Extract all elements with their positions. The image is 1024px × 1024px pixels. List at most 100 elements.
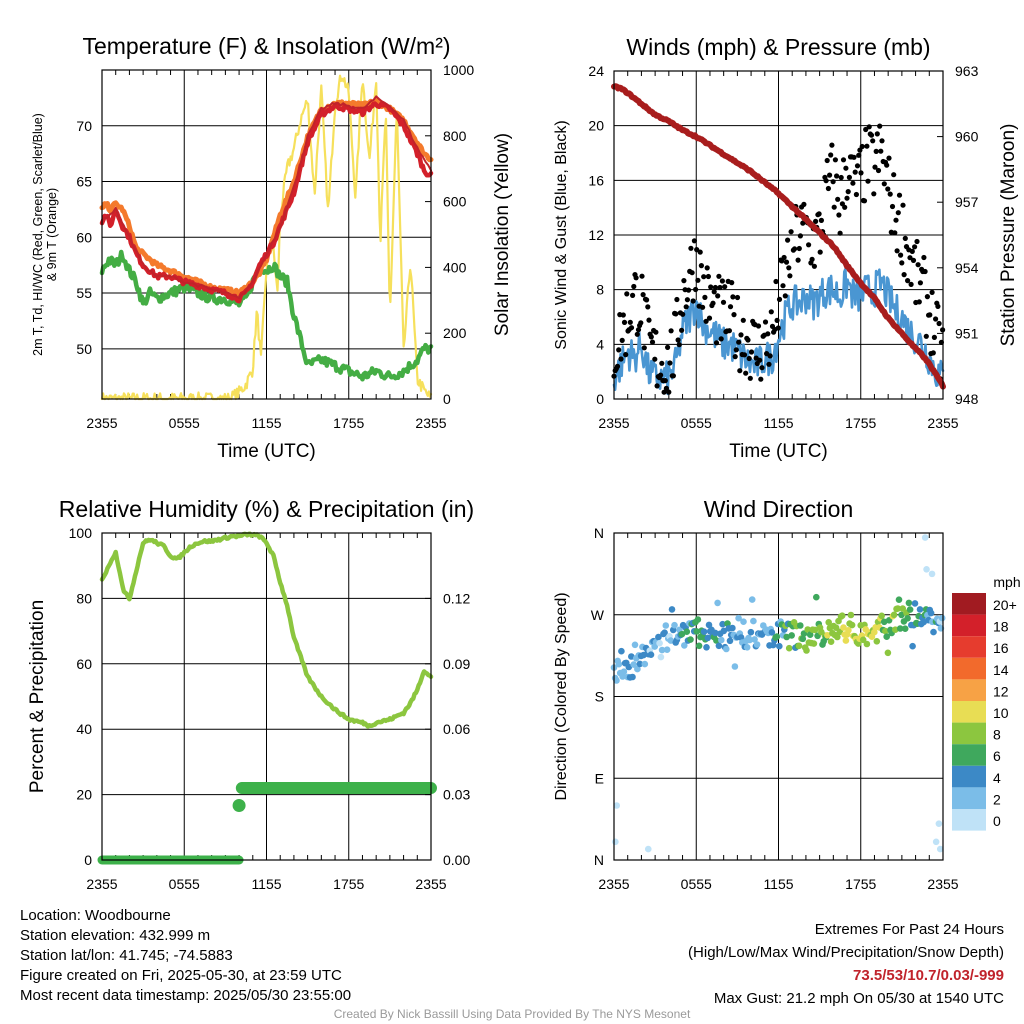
temp-xtick-label: 1155 <box>251 415 281 431</box>
direction-point <box>746 636 753 644</box>
direction-point <box>668 606 676 613</box>
dewpoint-series <box>99 249 434 382</box>
gust-point <box>775 325 781 331</box>
direction-point <box>834 633 841 641</box>
gust-point <box>915 262 921 268</box>
dir-ytick-label: N <box>594 525 604 541</box>
gust-point <box>816 211 822 217</box>
gust-point <box>783 259 790 265</box>
gust-point <box>633 275 639 281</box>
gust-point <box>767 353 773 359</box>
rh-y2tick-label: 0.12 <box>443 590 470 606</box>
gust-point <box>914 238 920 245</box>
gust-point <box>921 254 927 261</box>
gust-point <box>676 342 682 348</box>
direction-point <box>657 653 665 661</box>
gust-point <box>710 300 716 306</box>
gust-point <box>836 212 842 218</box>
direction-point <box>873 638 881 645</box>
rh-y2tick-label: 0.06 <box>443 721 470 737</box>
gust-point <box>773 278 779 285</box>
gust-point <box>691 238 698 244</box>
sonic-wind-series <box>612 267 945 396</box>
direction-point <box>711 629 719 637</box>
gust-point <box>931 334 938 340</box>
direction-point <box>842 637 850 644</box>
gust-point <box>688 245 694 251</box>
direction-point <box>655 633 662 641</box>
gust-point <box>731 312 737 318</box>
legend-label: 20+ <box>993 597 1017 613</box>
gust-point <box>864 143 870 149</box>
direction-point <box>751 636 758 643</box>
gust-point <box>792 246 798 252</box>
pressure-series <box>611 83 946 390</box>
direction-point <box>693 628 700 635</box>
gust-point <box>631 283 637 290</box>
legend-label: 6 <box>993 748 1001 764</box>
direction-point <box>718 636 725 644</box>
legend-swatch <box>952 636 986 658</box>
wind-ytick-label: 24 <box>588 63 604 79</box>
direction-point <box>895 596 903 603</box>
legend-swatch <box>952 787 986 809</box>
direction-point <box>788 632 795 639</box>
credit-line: Created By Nick Bassill Using Data Provi… <box>333 1007 691 1021</box>
wind-xlabel: Time (UTC) <box>729 441 828 462</box>
dir-ytick-label: E <box>595 770 604 786</box>
gust-point <box>879 138 885 144</box>
gust-point <box>706 315 713 321</box>
gust-point <box>616 347 622 353</box>
legend-title: mph <box>993 574 1020 590</box>
legend-label: 10 <box>993 705 1009 721</box>
gust-point <box>727 304 734 310</box>
gust-point <box>745 337 751 343</box>
legend-swatch <box>952 701 986 723</box>
direction-point <box>863 640 871 648</box>
direction-point <box>700 628 708 635</box>
direction-point <box>906 606 914 613</box>
gust-point <box>646 317 652 323</box>
temp-xtick-label: 2355 <box>415 415 446 431</box>
gust-point <box>765 331 771 337</box>
rh-ytick-label: 80 <box>76 590 92 606</box>
gust-point <box>732 354 738 360</box>
gust-point <box>929 289 935 295</box>
gust-point <box>881 181 887 187</box>
direction-point <box>720 627 728 635</box>
gust-point <box>618 356 624 362</box>
gust-point <box>936 320 942 327</box>
station-location: Location: Woodbourne <box>20 907 171 924</box>
legend-swatch <box>952 765 986 788</box>
wind-xtick-label: 0555 <box>681 415 712 431</box>
temp-xtick-label: 2355 <box>86 415 117 431</box>
gust-point <box>673 311 679 317</box>
gust-point <box>828 152 834 158</box>
dir-frame <box>613 532 944 861</box>
wind-ytick-label: 20 <box>588 118 604 134</box>
direction-point <box>719 620 726 628</box>
direction-point <box>811 626 819 634</box>
legend-label: 14 <box>993 662 1009 678</box>
temp-xtick-label: 0555 <box>169 415 200 431</box>
gust-point <box>873 148 879 154</box>
gust-point <box>681 278 687 284</box>
extremes-subtitle: (High/Low/Max Wind/Precipitation/Snow De… <box>688 944 1004 961</box>
direction-point <box>806 631 814 638</box>
direction-point <box>662 622 670 629</box>
gust-point <box>788 229 794 235</box>
gust-point <box>884 162 890 168</box>
gust-point <box>875 167 882 174</box>
direction-point <box>904 615 911 622</box>
gust-point <box>663 385 670 391</box>
dir-xtick-label: 2355 <box>927 876 958 892</box>
gust-point <box>922 268 928 275</box>
gust-point <box>720 299 727 305</box>
gust-point <box>910 257 917 263</box>
rh-ytick-label: 40 <box>76 721 92 737</box>
direction-point <box>928 570 936 578</box>
temp-y2tick-label: 800 <box>443 128 467 144</box>
direction-point <box>620 668 628 675</box>
dir-ytick-label: N <box>594 852 604 868</box>
temp-xtick-label: 1755 <box>333 415 364 431</box>
